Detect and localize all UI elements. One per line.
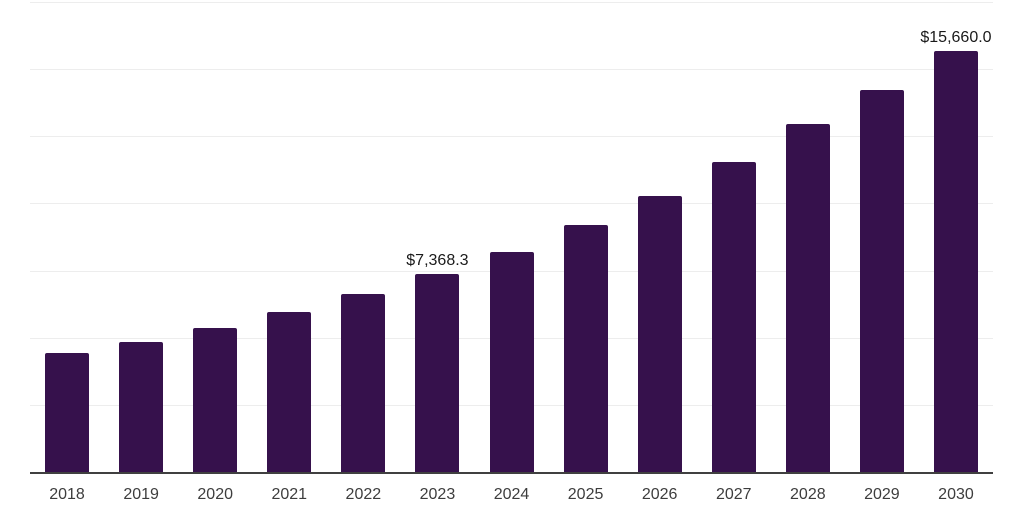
gridline <box>30 203 993 205</box>
bar <box>341 294 386 472</box>
bar-column <box>104 0 178 472</box>
bar <box>711 162 756 472</box>
bar-column <box>474 0 548 472</box>
bar <box>933 51 978 472</box>
bar-column <box>549 0 623 472</box>
bar-value-label: $7,368.3 <box>406 252 469 269</box>
bar-column <box>30 0 104 472</box>
bar <box>785 124 830 472</box>
bar <box>563 225 608 472</box>
bar-column <box>771 0 845 472</box>
bar <box>489 252 534 472</box>
bar <box>45 353 90 472</box>
x-tick-label: 2026 <box>641 486 678 503</box>
x-tick-label: 2029 <box>864 486 900 503</box>
bar <box>637 196 682 472</box>
bar <box>119 342 164 472</box>
bar-column <box>845 0 919 472</box>
bar-column <box>326 0 400 472</box>
bar <box>193 328 238 472</box>
x-tick-label: 2030 <box>938 486 974 503</box>
bar-column: $15,660.0 <box>919 0 993 472</box>
gridline <box>30 69 993 71</box>
x-tick-label: 2024 <box>493 486 530 503</box>
bar-value-label: $15,660.0 <box>920 29 992 46</box>
x-tick-label: 2023 <box>419 486 456 503</box>
bar <box>267 312 312 472</box>
bar-column <box>697 0 771 472</box>
bar <box>415 274 460 472</box>
bar-column <box>623 0 697 472</box>
x-axis-labels: 2018 2019 2020 2021 2022 2023 2024 2025 2026 2027… <box>30 486 993 504</box>
plot-area: $7,368.3 $15,660.0 <box>30 0 993 474</box>
x-tick-label: 2019 <box>123 486 159 503</box>
x-tick-label: 2020 <box>197 486 233 503</box>
x-tick-label: 2018 <box>49 486 85 503</box>
bar-column: $7,368.3 <box>400 0 474 472</box>
bars-container: $7,368.3 $15,660.0 <box>30 0 993 472</box>
x-tick-label: 2028 <box>790 486 826 503</box>
x-tick-label: 2021 <box>271 486 308 503</box>
gridline <box>30 2 993 3</box>
x-tick-label: 2025 <box>567 486 604 503</box>
bar-column <box>178 0 252 472</box>
x-tick-label: 2027 <box>715 486 752 503</box>
bar <box>859 90 904 472</box>
x-tick-label: 2022 <box>345 486 382 503</box>
bar-column <box>252 0 326 472</box>
gridline <box>30 136 993 138</box>
